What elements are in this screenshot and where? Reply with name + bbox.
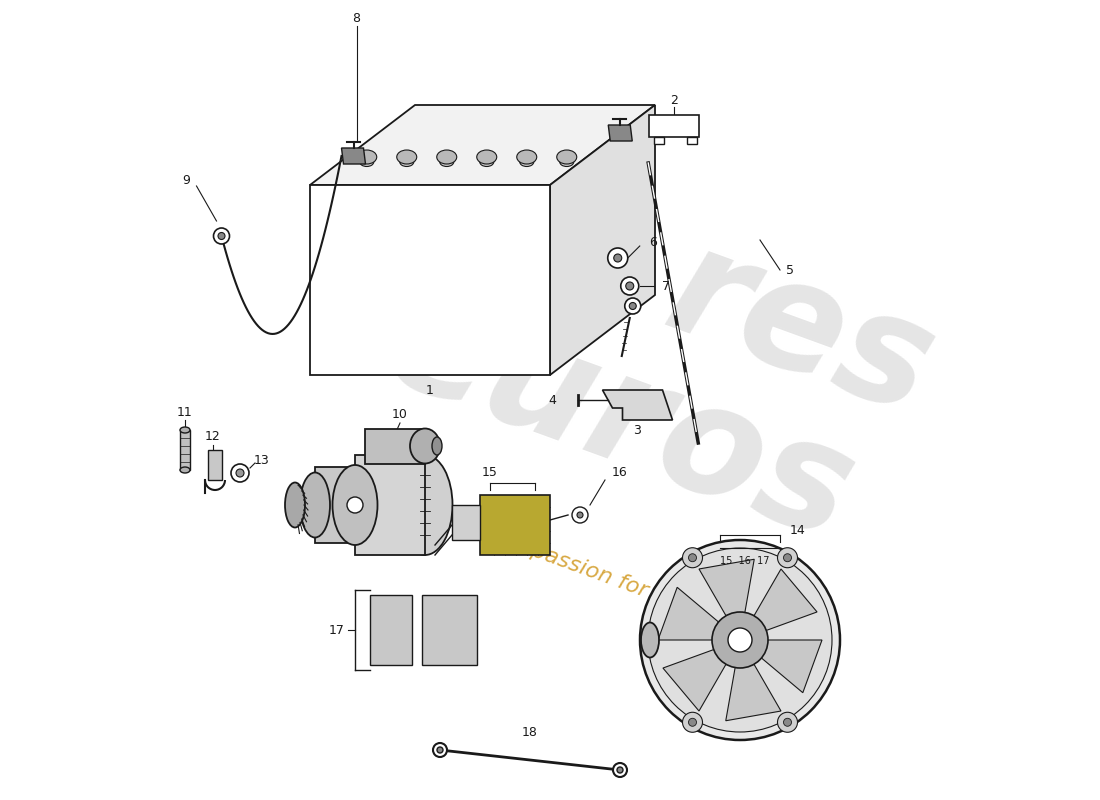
Polygon shape bbox=[310, 105, 654, 185]
Text: 4: 4 bbox=[549, 394, 557, 406]
Circle shape bbox=[689, 718, 696, 726]
Text: 1: 1 bbox=[426, 383, 433, 397]
Ellipse shape bbox=[180, 467, 190, 473]
Polygon shape bbox=[603, 390, 672, 420]
Text: 10: 10 bbox=[392, 409, 408, 422]
Text: 9: 9 bbox=[183, 174, 190, 187]
Ellipse shape bbox=[517, 150, 537, 164]
Bar bbox=[315, 467, 355, 543]
Ellipse shape bbox=[399, 158, 414, 166]
Bar bbox=[180, 430, 190, 470]
Ellipse shape bbox=[285, 482, 305, 527]
Ellipse shape bbox=[332, 465, 377, 545]
Bar bbox=[422, 595, 477, 665]
Circle shape bbox=[617, 767, 623, 773]
Circle shape bbox=[682, 548, 703, 568]
Circle shape bbox=[783, 718, 792, 726]
Polygon shape bbox=[726, 664, 781, 721]
Text: res: res bbox=[648, 214, 953, 446]
Ellipse shape bbox=[180, 427, 190, 433]
Text: 3: 3 bbox=[634, 423, 641, 437]
Bar bbox=[365, 429, 425, 464]
Circle shape bbox=[218, 233, 226, 239]
Circle shape bbox=[346, 497, 363, 513]
Text: 14: 14 bbox=[790, 523, 805, 537]
Bar bbox=[452, 505, 480, 540]
Bar bbox=[355, 455, 425, 555]
Ellipse shape bbox=[397, 150, 417, 164]
Text: a passion for parts since 1985: a passion for parts since 1985 bbox=[508, 533, 832, 667]
Bar bbox=[686, 137, 696, 144]
Text: 12: 12 bbox=[205, 430, 221, 443]
Text: 2: 2 bbox=[670, 94, 678, 106]
Text: 11: 11 bbox=[177, 406, 192, 418]
Polygon shape bbox=[698, 559, 755, 616]
Circle shape bbox=[614, 254, 622, 262]
Ellipse shape bbox=[360, 158, 374, 166]
Text: 7: 7 bbox=[662, 279, 670, 293]
Circle shape bbox=[625, 298, 640, 314]
Text: 13: 13 bbox=[254, 454, 270, 467]
Ellipse shape bbox=[641, 622, 659, 658]
Circle shape bbox=[626, 282, 634, 290]
Bar bbox=[480, 495, 550, 555]
Bar bbox=[649, 115, 698, 137]
Ellipse shape bbox=[432, 437, 442, 455]
Bar bbox=[370, 595, 412, 665]
Circle shape bbox=[433, 743, 447, 757]
Polygon shape bbox=[754, 569, 817, 630]
Ellipse shape bbox=[397, 455, 452, 555]
Circle shape bbox=[607, 248, 628, 268]
Bar bbox=[653, 137, 663, 144]
Bar bbox=[310, 185, 550, 375]
Text: 8: 8 bbox=[352, 11, 361, 25]
Bar bbox=[208, 450, 222, 480]
Circle shape bbox=[728, 628, 752, 652]
Circle shape bbox=[629, 302, 636, 310]
Ellipse shape bbox=[300, 473, 330, 538]
Circle shape bbox=[648, 548, 832, 732]
Ellipse shape bbox=[437, 150, 456, 164]
Ellipse shape bbox=[560, 158, 574, 166]
Circle shape bbox=[778, 548, 798, 568]
Circle shape bbox=[236, 469, 244, 477]
Polygon shape bbox=[761, 640, 822, 693]
Ellipse shape bbox=[476, 150, 497, 164]
Text: 6: 6 bbox=[649, 237, 657, 250]
Text: 15  16  17: 15 16 17 bbox=[720, 556, 770, 566]
Circle shape bbox=[689, 554, 696, 562]
Circle shape bbox=[620, 277, 639, 295]
Ellipse shape bbox=[519, 158, 534, 166]
Circle shape bbox=[778, 712, 798, 732]
Ellipse shape bbox=[480, 158, 494, 166]
Polygon shape bbox=[658, 587, 718, 640]
Circle shape bbox=[213, 228, 230, 244]
Polygon shape bbox=[341, 148, 365, 164]
Circle shape bbox=[640, 540, 840, 740]
Circle shape bbox=[578, 512, 583, 518]
Circle shape bbox=[613, 763, 627, 777]
Circle shape bbox=[712, 612, 768, 668]
Ellipse shape bbox=[410, 429, 440, 463]
Text: 17: 17 bbox=[329, 623, 345, 637]
Polygon shape bbox=[608, 125, 632, 141]
Polygon shape bbox=[550, 105, 654, 375]
Circle shape bbox=[783, 554, 792, 562]
Ellipse shape bbox=[557, 150, 576, 164]
Text: 16: 16 bbox=[612, 466, 628, 479]
Text: 5: 5 bbox=[786, 263, 794, 277]
Circle shape bbox=[682, 712, 703, 732]
Text: 18: 18 bbox=[522, 726, 538, 738]
Polygon shape bbox=[663, 650, 726, 711]
Circle shape bbox=[231, 464, 249, 482]
Circle shape bbox=[437, 747, 443, 753]
Ellipse shape bbox=[356, 150, 376, 164]
Circle shape bbox=[572, 507, 588, 523]
Ellipse shape bbox=[440, 158, 453, 166]
Text: euros: euros bbox=[367, 267, 872, 573]
Text: 15: 15 bbox=[482, 466, 498, 479]
